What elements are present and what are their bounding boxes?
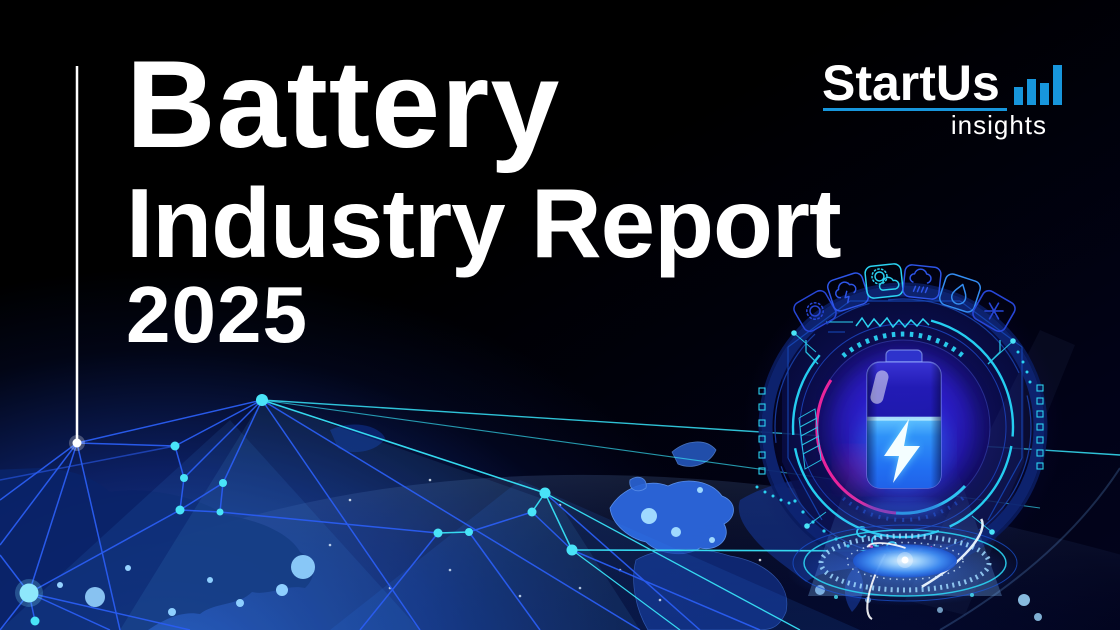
battery-cap xyxy=(885,349,923,363)
logo-chart-icon xyxy=(1014,65,1062,105)
waveform-line xyxy=(855,316,930,329)
brand-tagline: insights xyxy=(950,110,1047,140)
hologram-base xyxy=(787,470,1023,622)
rain-icon xyxy=(902,264,942,300)
snowflake-icon xyxy=(972,289,1016,333)
logo-bars xyxy=(1014,65,1062,105)
partly-cloudy-icon xyxy=(864,263,904,299)
hatch-marks xyxy=(798,408,822,470)
brand-name: StartUs xyxy=(822,55,1000,111)
thunderstorm-icon xyxy=(827,272,869,312)
sun-icon xyxy=(793,289,837,333)
gloss-highlight xyxy=(870,370,889,404)
droplet-icon xyxy=(939,273,981,313)
brand-logo: StartUs insights xyxy=(0,0,1120,160)
brand-underline xyxy=(823,108,1007,111)
report-title-line2: Industry Report xyxy=(126,168,842,278)
network-nodes xyxy=(15,394,578,626)
battery-hologram xyxy=(743,263,1075,622)
battery-icon xyxy=(864,349,944,517)
bolt-icon xyxy=(884,419,920,483)
weather-icons xyxy=(793,263,1016,333)
report-title-year: 2025 xyxy=(126,270,308,359)
report-title-line1: Battery xyxy=(126,36,561,174)
